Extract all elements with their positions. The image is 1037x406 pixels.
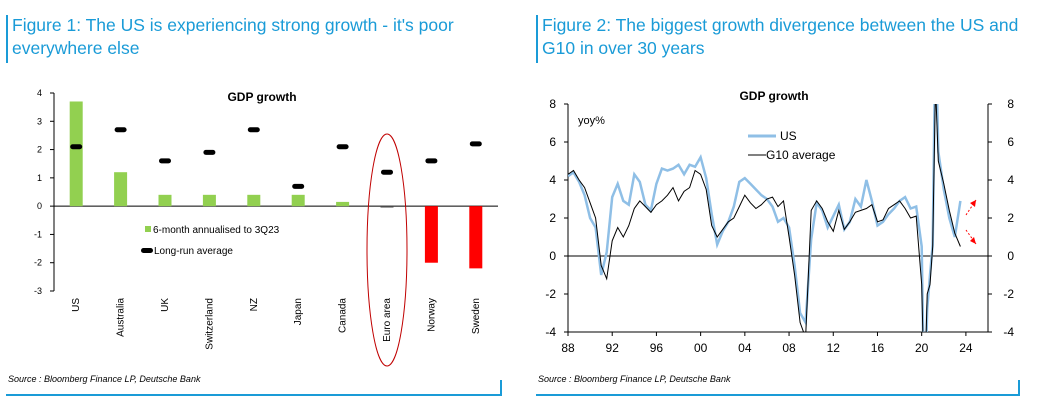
chart1-y-tick-label: -2: [34, 258, 42, 268]
chart2-x-tick-label: 12: [827, 341, 841, 355]
chart2-x-tick-label: 08: [782, 341, 796, 355]
chart1-y-tick-label: 3: [37, 116, 42, 126]
chart1-category-label: UK: [160, 298, 171, 312]
chart1-bar: [158, 194, 172, 207]
chart1-average-marker: [425, 158, 438, 164]
chart2-y-tick-label-left: 2: [549, 211, 556, 225]
figure1-source: Source : Bloomberg Finance LP, Deutsche …: [8, 374, 201, 384]
chart2-y-tick-label-right: 8: [1007, 97, 1014, 111]
chart1-category-label: Japan: [293, 298, 304, 325]
chart2-y-tick-label-left: -4: [545, 325, 556, 339]
chart1-bar: [69, 101, 83, 207]
chart1-category-label: Canada: [338, 298, 349, 333]
chart1-category-label: US: [71, 298, 82, 312]
chart1-average-marker: [70, 144, 83, 150]
chart1-category-label: Euro area: [382, 298, 393, 342]
chart1-category-label: Sweden: [471, 298, 482, 334]
chart1-legend-label-average: Long-run average: [154, 246, 233, 257]
chart1-category-label: Norway: [426, 298, 437, 332]
chart2-y-tick-label-right: -2: [1003, 287, 1014, 301]
figure1-title-rule: [6, 15, 8, 63]
chart1-bar: [469, 206, 483, 269]
chart1-average-marker: [381, 169, 393, 175]
euro-area-highlight: [366, 133, 408, 367]
chart1-average-marker: [469, 141, 482, 147]
figure2-title: Figure 2: The biggest growth divergence …: [542, 15, 1019, 58]
chart2-title: GDP growth: [739, 89, 808, 103]
chart1-bar: [202, 194, 216, 207]
chart2-x-tick-label: 88: [561, 341, 575, 355]
chart1-bar: [291, 194, 305, 207]
chart1-y-tick-label: 4: [37, 88, 42, 98]
chart2-y-tick-label-left: 8: [549, 97, 556, 111]
chart1-average-marker: [114, 127, 127, 133]
chart2-y-tick-label-right: 0: [1007, 249, 1014, 263]
chart2-x-tick-label: 04: [738, 341, 752, 355]
chart2-y-tick-label-left: -2: [545, 287, 556, 301]
figure2-panel: Figure 2: The biggest growth divergence …: [530, 0, 1037, 406]
chart1-y-tick-label: 0: [37, 201, 42, 211]
chart2-y-tick-label-right: 2: [1007, 211, 1014, 225]
chart1-bar: [424, 206, 438, 263]
chart1-legend-swatch-bars: [145, 226, 151, 232]
chart2-y-unit-label: yoy%: [578, 115, 605, 127]
figure1-bottom-tick: [500, 380, 502, 396]
chart1-y-tick-label: -1: [34, 229, 42, 239]
chart1-y-tick-label: -3: [34, 286, 42, 296]
chart1-bar: [114, 172, 128, 207]
chart2-y-tick-label-right: 4: [1007, 173, 1014, 187]
divergence-arrowhead-up: [970, 200, 976, 207]
chart2-legend-label-us: US: [780, 129, 797, 143]
chart1-average-marker: [159, 158, 171, 164]
chart1-legend-label-bars: 6-month annualised to 3Q23: [153, 225, 280, 236]
chart2-legend-label-g10: G10 average: [766, 148, 836, 162]
chart1-average-marker: [336, 144, 349, 150]
series-us-line: [568, 104, 962, 332]
divergence-arrow-down: [965, 229, 977, 245]
chart1-average-marker: [247, 127, 260, 133]
chart1-category-label: Switzerland: [204, 298, 215, 350]
figure2-source: Source : Bloomberg Finance LP, Deutsche …: [538, 374, 731, 384]
chart2-y-tick-label-left: 4: [549, 173, 556, 187]
chart1-y-tick-label: 1: [37, 173, 42, 183]
chart2-x-tick-label: 96: [650, 341, 664, 355]
divergence-arrowhead-down: [970, 237, 976, 244]
figure2-title-rule: [536, 15, 538, 63]
chart2-y-tick-label-right: -4: [1003, 325, 1014, 339]
chart2-y-tick-label-left: 0: [549, 249, 556, 263]
gdp-bar-chart: GDP growth 4 3 2 1 0 -1 -2 -3 US Australia UK Switze…: [34, 88, 498, 367]
figure2-bottom-tick: [1018, 380, 1020, 396]
chart2-x-tick-label: 92: [606, 341, 620, 355]
figure2-bottom-rule: [536, 394, 1020, 396]
figure1-panel: Figure 1: The US is experiencing strong …: [0, 0, 518, 406]
chart2-y-tick-label-right: 6: [1007, 135, 1014, 149]
chart1-bar: [336, 201, 350, 207]
chart2-x-tick-label: 16: [871, 341, 885, 355]
chart1-legend-swatch-average: [141, 248, 153, 253]
figure1-bottom-rule: [6, 394, 502, 396]
chart1-average-marker: [292, 183, 305, 189]
chart1-title: GDP growth: [227, 90, 296, 104]
divergence-arrow-up: [965, 199, 977, 216]
chart2-x-tick-label: 20: [915, 341, 929, 355]
chart1-y-tick-label: 2: [37, 145, 42, 155]
chart1-category-label: NZ: [249, 298, 260, 311]
figure1-title: Figure 1: The US is experiencing strong …: [12, 15, 454, 58]
chart1-bar: [247, 194, 261, 207]
chart1-bar: [380, 206, 394, 208]
chart2-y-tick-label-left: 6: [549, 135, 556, 149]
chart1-average-marker: [203, 149, 216, 155]
chart2-x-tick-label: 00: [694, 341, 708, 355]
chart2-x-tick-label: 24: [959, 341, 973, 355]
chart1-category-label: Australia: [116, 298, 127, 337]
series-g10-average-line: [568, 104, 961, 332]
